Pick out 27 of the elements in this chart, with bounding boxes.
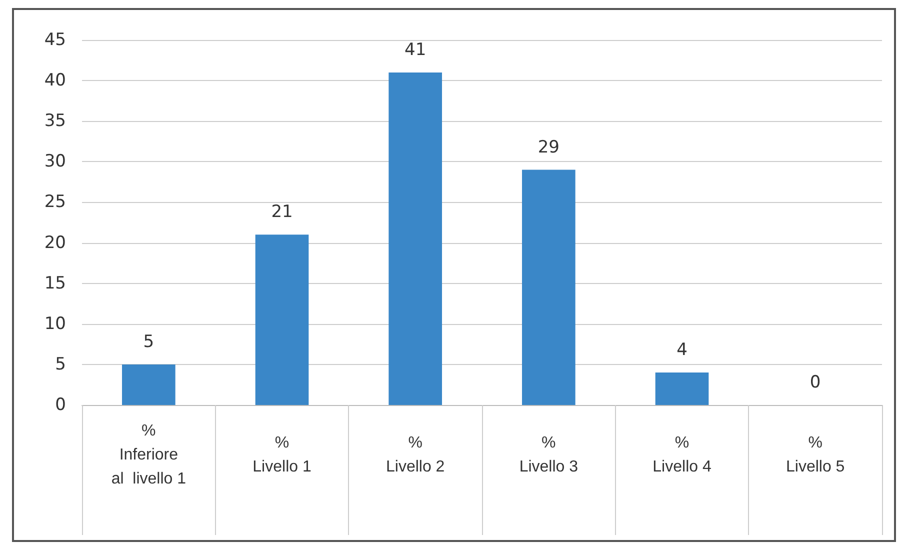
x-tick-label: % Livello 5 [786, 434, 845, 476]
bar [255, 234, 309, 405]
data-label: 29 [538, 137, 560, 158]
y-tick-label: 25 [44, 192, 66, 212]
x-tick-label: % Livello 2 [386, 434, 445, 476]
y-tick-label: 10 [44, 314, 66, 334]
data-label: 21 [271, 202, 293, 222]
x-tick-label: % Livello 4 [652, 434, 712, 476]
y-tick-label: 0 [55, 395, 66, 415]
bar [522, 170, 576, 405]
data-label: 4 [676, 340, 688, 360]
data-label: 41 [404, 40, 426, 60]
y-tick-label: 5 [55, 354, 66, 374]
y-tick-label: 40 [44, 70, 66, 91]
bar [122, 364, 176, 405]
y-tick-label: 20 [44, 232, 66, 253]
x-tick-label: % Livello 1 [252, 434, 312, 476]
y-tick-label: 45 [44, 30, 66, 50]
bar [388, 72, 442, 405]
bar [655, 372, 709, 405]
x-tick-label: % Livello 3 [519, 434, 578, 476]
y-tick-label: 35 [44, 111, 66, 132]
data-label: 5 [143, 332, 154, 352]
data-label: 0 [810, 372, 821, 392]
y-tick-label: 30 [44, 152, 66, 172]
x-tick-label: % Inferiore al livello 1 [111, 422, 186, 488]
y-tick-label: 15 [44, 273, 66, 294]
